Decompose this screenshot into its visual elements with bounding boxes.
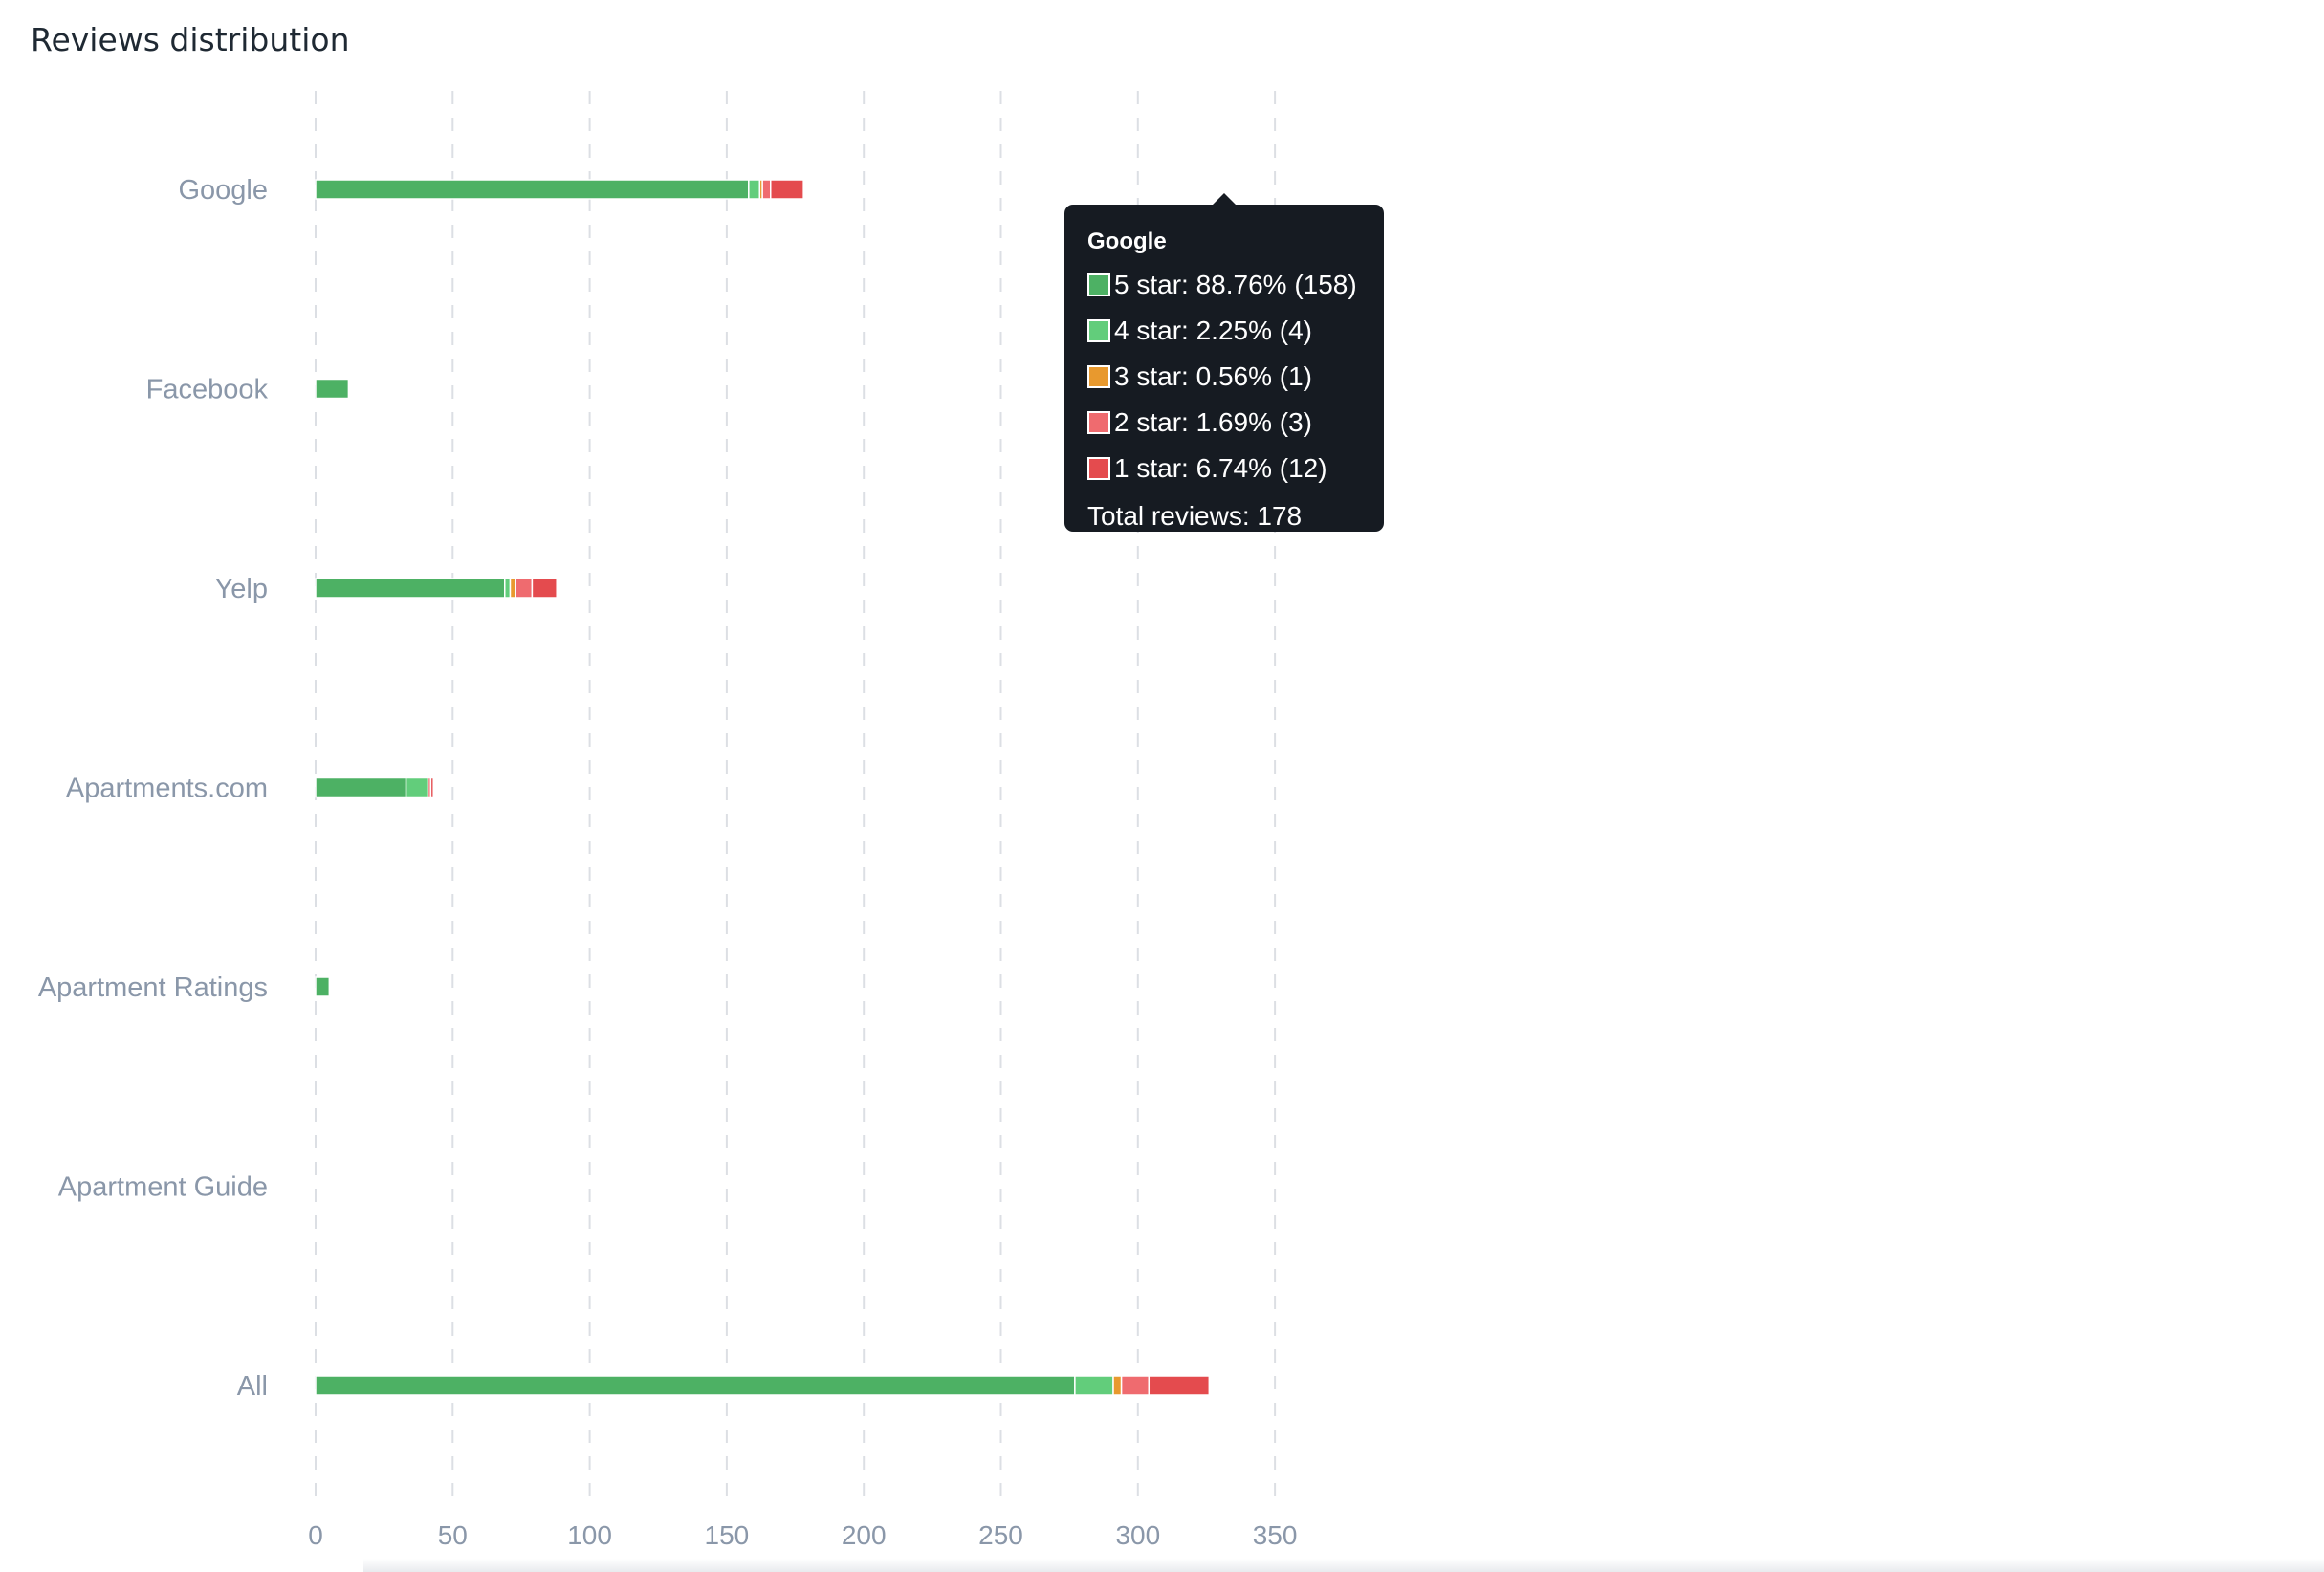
bar-all-5-star bbox=[315, 1375, 1076, 1396]
tooltip-row-2-star: 2 star: 1.69% (3) bbox=[1087, 400, 1384, 446]
tooltip-title: Google bbox=[1087, 229, 1167, 254]
bar-all-4-star bbox=[1074, 1375, 1114, 1396]
tooltip-label-3-star: 3 star: 0.56% (1) bbox=[1114, 361, 1312, 391]
x-tick-label-300: 300 bbox=[1115, 1520, 1160, 1550]
bar-apartment-ratings-5-star bbox=[315, 976, 331, 997]
chart-title: Reviews distribution bbox=[31, 21, 350, 58]
tooltip-row-5-star: 5 star: 88.76% (158) bbox=[1087, 262, 1384, 308]
bottom-shadow bbox=[363, 1559, 2324, 1572]
category-label-google: Google bbox=[178, 175, 268, 206]
bar-yelp-1-star bbox=[531, 578, 558, 599]
bar-all-2-star bbox=[1120, 1375, 1151, 1396]
chart-tooltip: Google 5 star: 88.76% (158) 4 star: 2.25… bbox=[1064, 193, 1384, 532]
bar-google-1-star bbox=[770, 179, 804, 200]
bar-google-4-star bbox=[748, 179, 761, 200]
bar-apartments-com-1-star bbox=[429, 776, 434, 798]
x-tick-label-350: 350 bbox=[1253, 1520, 1298, 1550]
bar-facebook-5-star bbox=[315, 378, 350, 400]
tooltip-total: Total reviews: 178 bbox=[1087, 501, 1303, 531]
x-tick-label-250: 250 bbox=[978, 1520, 1023, 1550]
bar-google-5-star bbox=[315, 179, 750, 200]
category-label-apartment-ratings: Apartment Ratings bbox=[38, 972, 268, 1003]
x-tick-label-150: 150 bbox=[705, 1520, 750, 1550]
tooltip-row-3-star: 3 star: 0.56% (1) bbox=[1087, 354, 1384, 400]
tooltip-row-4-star: 4 star: 2.25% (4) bbox=[1087, 308, 1384, 354]
tooltip-swatch-1-star bbox=[1087, 457, 1110, 480]
tooltip-label-4-star: 4 star: 2.25% (4) bbox=[1114, 316, 1312, 345]
bar-yelp-3-star bbox=[509, 578, 516, 599]
tooltip-label-5-star: 5 star: 88.76% (158) bbox=[1114, 270, 1357, 299]
bar-apartments-com-4-star bbox=[405, 776, 429, 798]
category-label-apartments-com: Apartments.com bbox=[66, 774, 268, 804]
category-label-facebook: Facebook bbox=[146, 375, 269, 405]
tooltip-label-2-star: 2 star: 1.69% (3) bbox=[1114, 407, 1312, 437]
bar-all-1-star bbox=[1148, 1375, 1211, 1396]
bar-google-2-star bbox=[761, 179, 772, 200]
x-tick-label-50: 50 bbox=[438, 1520, 468, 1550]
tooltip-label-1-star: 1 star: 6.74% (12) bbox=[1114, 453, 1327, 483]
bar-yelp-4-star bbox=[504, 578, 512, 599]
tooltip-swatch-2-star bbox=[1087, 411, 1110, 434]
bar-all-3-star bbox=[1112, 1375, 1123, 1396]
tooltip-swatch-4-star bbox=[1087, 319, 1110, 342]
tooltip-swatch-3-star bbox=[1087, 365, 1110, 388]
tooltip-swatch-5-star bbox=[1087, 273, 1110, 296]
x-tick-label-200: 200 bbox=[842, 1520, 887, 1550]
x-tick-label-0: 0 bbox=[308, 1520, 323, 1550]
bar-yelp-2-star bbox=[515, 578, 534, 599]
category-label-apartment-guide: Apartment Guide bbox=[58, 1172, 268, 1203]
bar-yelp-5-star bbox=[315, 578, 506, 599]
x-tick-label-100: 100 bbox=[567, 1520, 612, 1550]
bar-apartments-com-5-star bbox=[315, 776, 407, 798]
tooltip-row-1-star: 1 star: 6.74% (12) bbox=[1087, 446, 1384, 491]
category-label-yelp: Yelp bbox=[215, 574, 268, 604]
category-label-all: All bbox=[237, 1371, 268, 1402]
